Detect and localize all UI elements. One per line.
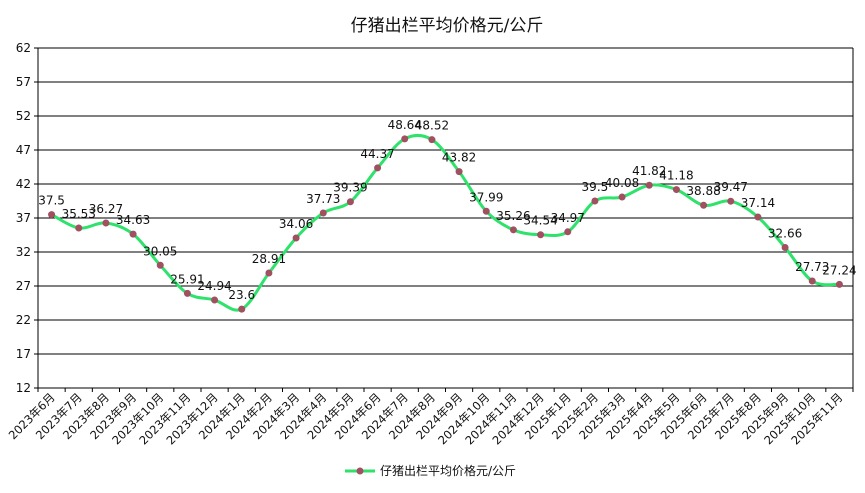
data-label: 41.82: [632, 164, 666, 178]
data-point[interactable]: [156, 261, 164, 269]
data-label: 34.63: [116, 213, 150, 227]
chart-title: 仔猪出栏平均价格元/公斤: [351, 16, 544, 36]
data-point[interactable]: [754, 213, 762, 221]
data-label: 34.06: [279, 217, 313, 231]
data-label: 39.47: [714, 180, 748, 194]
data-point[interactable]: [537, 231, 545, 239]
y-axis-ticks: 12 17 22 27 32 37 42 47 52 57 62: [16, 41, 38, 395]
x-axis-ticks: 2023年6月2023年7月2023年8月2023年9月2023年10月2023…: [6, 388, 854, 447]
data-label: 36.27: [89, 202, 123, 216]
data-label: 27.73: [795, 260, 829, 274]
data-point[interactable]: [672, 186, 680, 194]
data-label: 23.6: [228, 288, 255, 302]
data-label: 34.54: [523, 214, 557, 228]
data-label: 41.18: [659, 169, 693, 183]
data-point[interactable]: [238, 305, 246, 313]
data-point[interactable]: [591, 197, 599, 205]
y-tick-label: 22: [16, 313, 31, 327]
y-tick-label: 17: [16, 347, 31, 361]
data-label: 28.91: [252, 252, 286, 266]
data-point[interactable]: [835, 280, 843, 288]
data-label: 43.82: [442, 151, 476, 165]
data-point[interactable]: [509, 226, 517, 234]
data-point[interactable]: [129, 230, 137, 238]
data-label: 48.64: [388, 118, 422, 132]
y-tick-label: 32: [16, 245, 31, 259]
data-point[interactable]: [183, 289, 191, 297]
data-label: 44.37: [360, 147, 394, 161]
data-label: 30.05: [143, 244, 177, 258]
data-label: 48.52: [415, 119, 449, 133]
data-label: 38.88: [686, 184, 720, 198]
legend-marker: [356, 467, 364, 475]
data-label: 39.5: [582, 180, 609, 194]
legend-label: 仔猪出栏平均价格元/公斤: [380, 463, 516, 478]
data-point[interactable]: [618, 193, 626, 201]
data-label: 37.14: [741, 196, 775, 210]
data-point[interactable]: [645, 181, 653, 189]
y-tick-label: 27: [16, 279, 31, 293]
data-point[interactable]: [211, 296, 219, 304]
data-point[interactable]: [781, 244, 789, 252]
data-point[interactable]: [319, 209, 327, 217]
data-point[interactable]: [455, 168, 463, 176]
data-label: 40.08: [605, 176, 639, 190]
data-point[interactable]: [346, 198, 354, 206]
y-tick-label: 62: [16, 41, 31, 55]
data-point[interactable]: [374, 164, 382, 172]
data-point[interactable]: [700, 201, 708, 209]
data-point[interactable]: [808, 277, 816, 285]
data-point[interactable]: [75, 224, 83, 232]
data-label: 32.66: [768, 227, 802, 241]
y-tick-label: 42: [16, 177, 31, 191]
data-label: 39.39: [333, 181, 367, 195]
data-label: 24.94: [197, 279, 231, 293]
data-label: 27.24: [822, 263, 856, 277]
data-point[interactable]: [401, 135, 409, 143]
data-label: 37.5: [38, 194, 65, 208]
data-point[interactable]: [102, 219, 110, 227]
data-point[interactable]: [482, 207, 490, 215]
data-label: 34.97: [551, 211, 585, 225]
y-tick-label: 57: [16, 75, 31, 89]
y-tick-label: 12: [16, 381, 31, 395]
data-label: 35.53: [62, 207, 96, 221]
data-label: 25.91: [170, 272, 204, 286]
data-point[interactable]: [292, 234, 300, 242]
data-label: 37.99: [469, 190, 503, 204]
data-point[interactable]: [564, 228, 572, 236]
data-point[interactable]: [265, 269, 273, 277]
y-tick-label: 47: [16, 143, 31, 157]
data-point[interactable]: [48, 211, 56, 219]
data-point[interactable]: [428, 136, 436, 144]
legend[interactable]: 仔猪出栏平均价格元/公斤: [345, 463, 516, 478]
data-point[interactable]: [727, 197, 735, 205]
y-tick-label: 37: [16, 211, 31, 225]
y-tick-label: 52: [16, 109, 31, 123]
data-label: 37.73: [306, 192, 340, 206]
data-label: 35.26: [496, 209, 530, 223]
gridlines: [37, 47, 854, 389]
